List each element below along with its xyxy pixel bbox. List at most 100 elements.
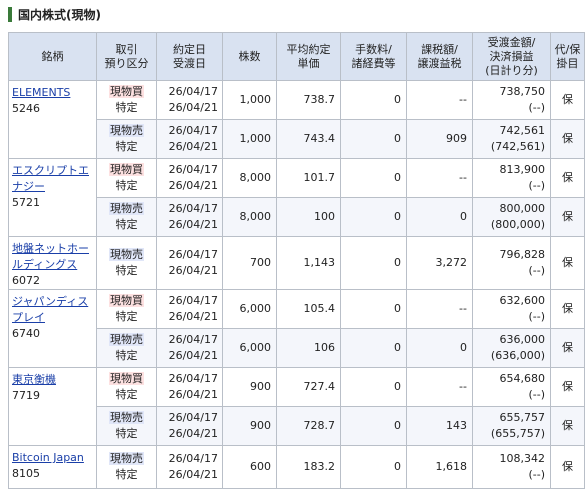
dates-cell: 26/04/17 26/04/21 [156, 158, 223, 198]
rep-cell: 保 [550, 236, 585, 290]
stock-link[interactable]: Bitcoin Japan [12, 451, 84, 464]
rep-cell: 保 [550, 445, 585, 489]
tax-value: 3,272 [435, 256, 468, 269]
fee-value: 0 [394, 460, 401, 473]
stock-code: 5246 [12, 102, 40, 115]
trade-type-cell: 現物売 特定 [96, 236, 157, 290]
price-cell: 105.4 [276, 289, 341, 329]
tax-cell: 0 [406, 197, 473, 237]
rep-value: 保 [562, 256, 573, 269]
tax-value: -- [459, 380, 467, 393]
stock-link[interactable]: 地盤ネットホールディングス [12, 242, 89, 271]
stock-code: 7719 [12, 389, 40, 402]
amount-value: 742,561 [499, 124, 546, 137]
price-cell: 727.4 [276, 367, 341, 407]
qty-value: 900 [250, 419, 271, 432]
stock-link[interactable]: ELEMENTS [12, 86, 71, 99]
settle-date: 26/04/21 [168, 179, 218, 192]
qty-value: 1,000 [239, 132, 272, 145]
trade-type-badge: 現物売 [109, 411, 144, 424]
col-rep: 代/保 掛目 [550, 32, 585, 81]
trade-type-cell: 現物買 特定 [96, 289, 157, 329]
fee-cell: 0 [340, 328, 407, 368]
rep-cell: 保 [550, 158, 585, 198]
profit-value: (--) [528, 388, 545, 401]
qty-cell: 900 [222, 367, 277, 407]
rep-cell: 保 [550, 80, 585, 120]
profit-value: (655,757) [490, 427, 545, 440]
qty-value: 900 [250, 380, 271, 393]
price-cell: 738.7 [276, 80, 341, 120]
fee-value: 0 [394, 341, 401, 354]
tax-cell: -- [406, 289, 473, 329]
trade-type-cell: 現物買 特定 [96, 158, 157, 198]
price-cell: 101.7 [276, 158, 341, 198]
amount-cell: 796,828 (--) [472, 236, 551, 290]
col-amount: 受渡金額/決済損益 (日計り分) [472, 32, 551, 81]
rep-value: 保 [562, 380, 573, 393]
table-row: エスクリプトエナジー 5721 現物買 特定 26/04/17 26/04/21 8,000… [8, 158, 585, 237]
tax-cell: 1,618 [406, 445, 473, 489]
tax-value: 909 [446, 132, 467, 145]
rep-cell: 保 [550, 367, 585, 407]
profit-value: (800,000) [490, 218, 545, 231]
account-kind: 特定 [115, 427, 138, 440]
trade-type-badge: 現物売 [109, 333, 144, 346]
qty-cell: 600 [222, 445, 277, 489]
stock-link[interactable]: エスクリプトエナジー [12, 164, 89, 193]
rep-cell: 保 [550, 328, 585, 368]
dates-cell: 26/04/17 26/04/21 [156, 197, 223, 237]
price-cell: 1,143 [276, 236, 341, 290]
profit-value: (742,561) [490, 140, 545, 153]
stock-link[interactable]: ジャパンディスプレイ [12, 295, 89, 324]
tax-value: -- [459, 171, 467, 184]
fee-cell: 0 [340, 289, 407, 329]
dates-cell: 26/04/17 26/04/21 [156, 236, 223, 290]
stock-link[interactable]: 東京衡機 [12, 373, 56, 386]
qty-cell: 6,000 [222, 289, 277, 329]
trade-type-badge: 現物売 [109, 124, 144, 137]
tax-cell: 143 [406, 406, 473, 446]
trade-type-badge: 現物売 [109, 202, 144, 215]
tax-value: -- [459, 93, 467, 106]
section-header: 国内株式(現物) [8, 3, 101, 25]
stock-code: 6072 [12, 274, 40, 287]
rep-cell: 保 [550, 289, 585, 329]
stock-code: 8105 [12, 467, 40, 480]
fee-value: 0 [394, 302, 401, 315]
qty-cell: 1,000 [222, 80, 277, 120]
account-kind: 特定 [115, 388, 138, 401]
price-value: 105.4 [303, 302, 336, 315]
tax-cell: -- [406, 367, 473, 407]
qty-cell: 700 [222, 236, 277, 290]
fee-value: 0 [394, 132, 401, 145]
settle-date: 26/04/21 [168, 310, 218, 323]
trade-type-cell: 現物売 特定 [96, 197, 157, 237]
account-kind: 特定 [115, 101, 138, 114]
rep-cell: 保 [550, 197, 585, 237]
price-value: 727.4 [303, 380, 336, 393]
fee-cell: 0 [340, 119, 407, 159]
trade-date: 26/04/17 [168, 294, 218, 307]
settle-date: 26/04/21 [168, 468, 218, 481]
trade-date: 26/04/17 [168, 163, 218, 176]
trade-type-badge: 現物売 [109, 452, 144, 465]
amount-cell: 636,000 (636,000) [472, 328, 551, 368]
account-kind: 特定 [115, 140, 138, 153]
price-value: 728.7 [303, 419, 336, 432]
rep-value: 保 [562, 210, 573, 223]
stock-name-cell: 東京衡機 7719 [8, 367, 97, 446]
amount-value: 632,600 [499, 294, 546, 307]
price-value: 743.4 [303, 132, 336, 145]
table-row: 東京衡機 7719 現物買 特定 26/04/17 26/04/21 900 727.4 0 --… [8, 367, 585, 446]
trade-type-badge: 現物買 [109, 85, 144, 98]
table-row: 地盤ネットホールディングス 6072 現物売 特定 26/04/17 26/04/21 70… [8, 236, 585, 290]
tax-cell: -- [406, 158, 473, 198]
account-kind: 特定 [115, 310, 138, 323]
tax-cell: 0 [406, 328, 473, 368]
fee-value: 0 [394, 419, 401, 432]
profit-value: (--) [528, 264, 545, 277]
profit-value: (--) [528, 310, 545, 323]
col-price: 平均約定 単価 [276, 32, 341, 81]
col-qty: 株数 [222, 32, 277, 81]
